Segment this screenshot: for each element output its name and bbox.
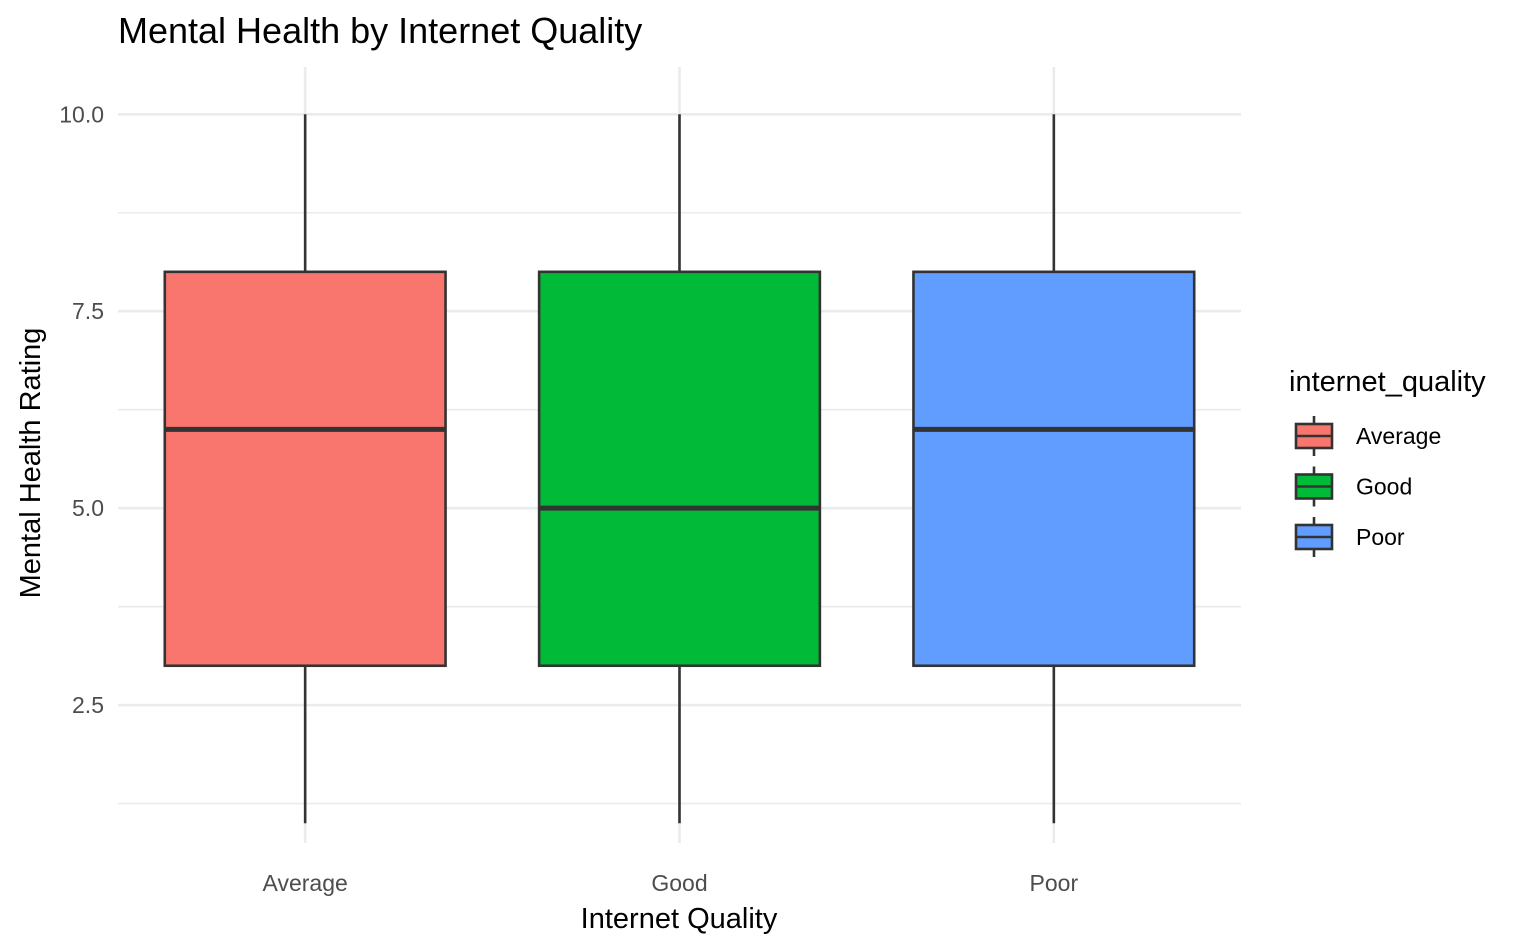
y-tick-label: 2.5 — [72, 692, 104, 718]
box-body — [163, 270, 447, 668]
legend-label: Good — [1356, 474, 1412, 500]
box-series — [163, 114, 1196, 824]
x-tick-label: Average — [263, 870, 348, 896]
legend-item-good: Good — [1294, 466, 1412, 507]
chart-title: Mental Health by Internet Quality — [118, 10, 642, 51]
box-average — [163, 114, 447, 824]
box-poor — [912, 114, 1196, 824]
y-axis-ticks: 2.5 5.0 7.5 10.0 — [59, 101, 104, 718]
y-tick-label: 5.0 — [72, 495, 104, 521]
x-tick-label: Poor — [1030, 870, 1079, 896]
legend: internet_quality Average Good Poor — [1289, 366, 1486, 557]
legend-item-poor: Poor — [1294, 517, 1405, 557]
box-good — [537, 114, 822, 824]
y-tick-label: 7.5 — [72, 298, 104, 324]
legend-title: internet_quality — [1289, 366, 1486, 398]
box-body — [537, 270, 822, 668]
x-axis-title: Internet Quality — [581, 903, 778, 935]
legend-label: Poor — [1356, 524, 1405, 550]
legend-label: Average — [1356, 423, 1441, 449]
x-axis-ticks: Average Good Poor — [263, 870, 1079, 896]
box-body — [912, 270, 1196, 668]
y-tick-label: 10.0 — [59, 101, 104, 127]
y-axis-title: Mental Health Rating — [15, 328, 47, 599]
x-tick-label: Good — [651, 870, 707, 896]
legend-item-average: Average — [1294, 416, 1441, 456]
